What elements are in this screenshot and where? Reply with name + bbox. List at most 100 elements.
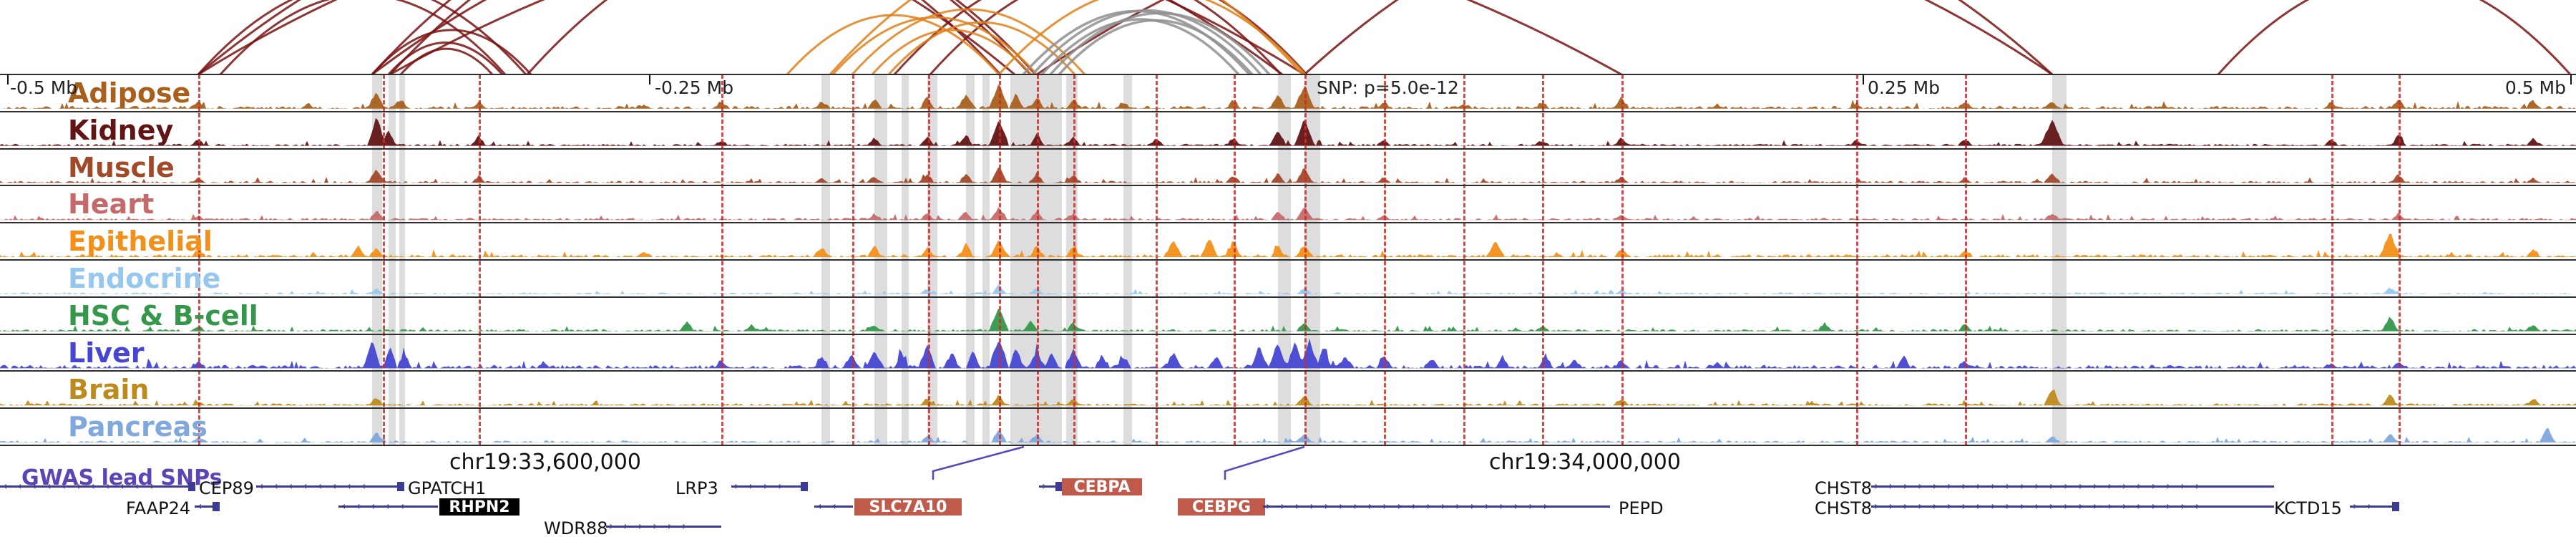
signal-tracks-layer[interactable] [0, 74, 2576, 445]
interaction-arc[interactable] [786, 14, 1000, 74]
interaction-arc[interactable] [831, 16, 1038, 74]
gene-body-chst8[interactable] [1871, 505, 2274, 508]
interaction-arcs-layer[interactable] [0, 0, 2576, 74]
interaction-arc[interactable] [997, 0, 1307, 74]
gene-strand-arrows-slc7a10: ‹‹ [817, 499, 847, 513]
axis-tick [1863, 74, 1864, 84]
track-label-epithelial[interactable]: Epithelial [68, 226, 213, 258]
track-label-endocrine[interactable]: Endocrine [68, 263, 221, 294]
gene-name-box-cebpa[interactable]: CEBPA [1062, 478, 1142, 496]
track-label-heart[interactable]: Heart [68, 188, 155, 221]
gene-exon-block-lrp3 [801, 482, 808, 491]
gene-name-pepd[interactable]: PEPD [1619, 498, 1664, 518]
gene-body-rhpn2[interactable] [338, 505, 438, 508]
signal-track-endocrine[interactable] [0, 284, 2576, 294]
signal-track-hsc-b-cell[interactable] [0, 309, 2576, 332]
axis-label: SNP: p=5.0e-12 [1317, 77, 1459, 98]
track-separator-line [0, 185, 2576, 187]
gene-strand-arrows-rhpn2: ‹‹‹‹‹ [341, 499, 414, 513]
gene-body-wdr88[interactable] [606, 526, 721, 528]
axis-tick [7, 74, 9, 84]
track-separator-line [0, 296, 2576, 298]
track-label-adipose[interactable]: Adipose [68, 77, 191, 109]
gene-name-kctd15[interactable]: KCTD15 [2274, 498, 2342, 518]
gene-name-lrp3[interactable]: LRP3 [675, 478, 718, 498]
gene-name-cep89[interactable]: CEP89 [199, 478, 254, 498]
gene-body-chst8[interactable] [1871, 485, 2274, 488]
track-label-liver[interactable]: Liver [68, 337, 145, 369]
track-separator-line [0, 147, 2576, 150]
gene-exon-block-faap24 [213, 502, 220, 511]
track-separator-line [0, 259, 2576, 261]
gene-annotation-area: chr19:33,600,000 chr19:34,000,000 GWAS l… [0, 445, 2576, 537]
interaction-arc[interactable] [197, 0, 527, 74]
gwas-lead-snp-pointer [932, 445, 1025, 480]
gene-name-box-slc7a10[interactable]: SLC7A10 [854, 498, 962, 516]
gene-body-pepd[interactable] [1263, 505, 1610, 508]
gene-name-box-rhpn2[interactable]: RHPN2 [439, 498, 519, 516]
interaction-arc[interactable] [829, 0, 1304, 74]
gene-body-gpatch1[interactable] [256, 485, 401, 488]
gene-exon-block-kctd15 [2392, 502, 2399, 511]
interaction-arc[interactable] [871, 29, 1033, 74]
coordinate-label-left: chr19:33,600,000 [449, 450, 641, 475]
axis-label: -0.25 Mb [655, 77, 734, 98]
gene-strand-arrows-cebpa: › [1042, 479, 1056, 493]
axis-label: 0.5 Mb [2504, 77, 2566, 98]
gene-name-faap24[interactable]: FAAP24 [126, 498, 191, 518]
signal-track-brain[interactable] [0, 390, 2576, 406]
coordinate-label-right: chr19:34,000,000 [1489, 450, 1681, 475]
signal-track-kidney[interactable] [0, 117, 2576, 146]
track-separator-line [0, 445, 2576, 446]
interaction-arc[interactable] [1031, 9, 1262, 74]
signal-track-pancreas[interactable] [0, 427, 2576, 442]
track-label-kidney[interactable]: Kidney [68, 114, 174, 146]
gwas-snp-pointer-layer [932, 445, 1305, 480]
gene-body-cebpa[interactable] [1039, 485, 1059, 488]
gene-strand-arrows-chst8: ››››››››››››››››››››››› [1874, 499, 2210, 513]
gene-body-faap24[interactable] [195, 505, 216, 508]
track-label-brain[interactable]: Brain [68, 374, 150, 406]
axis-label: -0.5 Mb [10, 77, 78, 98]
interaction-arc[interactable] [371, 29, 532, 74]
interaction-arc[interactable] [2217, 0, 2572, 74]
track-separator-line [0, 333, 2576, 335]
track-separator-line [0, 110, 2576, 112]
gene-strand-arrows-faap24: ‹ [197, 499, 213, 513]
signal-track-heart[interactable] [0, 207, 2576, 221]
interaction-arc[interactable] [389, 0, 1622, 74]
gene-strand-arrows-lrp3: ›››› [734, 479, 793, 493]
gene-strand-arrows-pepd: ›››››››››››››››››››› [1266, 499, 1558, 513]
signal-track-epithelial[interactable] [0, 233, 2576, 257]
gene-body-kctd15[interactable] [2350, 505, 2396, 508]
gene-name-box-cebpg[interactable]: CEBPG [1178, 498, 1265, 516]
interaction-arc[interactable] [1058, 19, 1254, 74]
gene-name-chst8[interactable]: CHST8 [1815, 478, 1872, 498]
gwas-lead-snp-pointer [1224, 445, 1305, 480]
gene-body-cep89[interactable] [0, 485, 192, 488]
interaction-arc[interactable] [219, 0, 507, 74]
gene-name-gpatch1[interactable]: GPATCH1 [408, 478, 487, 498]
interaction-arc[interactable] [887, 21, 1076, 74]
axis-label: 0.25 Mb [1868, 77, 1941, 98]
gene-name-chst8[interactable]: CHST8 [1815, 498, 1872, 518]
gene-name-wdr88[interactable]: WDR88 [544, 518, 608, 537]
track-label-pancreas[interactable]: Pancreas [68, 411, 208, 443]
signal-track-adipose[interactable] [0, 84, 2576, 109]
signal-track-muscle[interactable] [0, 168, 2576, 183]
track-label-muscle[interactable]: Muscle [68, 151, 175, 183]
axis-tick [649, 74, 650, 84]
gene-body-slc7a10[interactable] [814, 505, 853, 508]
gene-body-lrp3[interactable] [731, 485, 804, 488]
signal-track-liver[interactable] [0, 338, 2576, 369]
track-separator-line [0, 370, 2576, 372]
track-label-hsc-b-cell[interactable]: HSC & B-cell [68, 299, 258, 332]
gene-strand-arrows-chst8: ››››››››››››››››››››››› [1874, 479, 2210, 493]
gene-strand-arrows-gpatch1: ‹‹‹‹‹‹‹‹ [259, 479, 376, 493]
interaction-arc[interactable] [1040, 18, 1240, 74]
interaction-arc[interactable] [1049, 11, 1271, 74]
interaction-arc[interactable] [526, 0, 1037, 74]
gene-strand-arrows-kctd15: ›› [2353, 499, 2382, 513]
interaction-arc[interactable] [893, 0, 1282, 74]
interaction-arc[interactable] [1303, 0, 2054, 74]
